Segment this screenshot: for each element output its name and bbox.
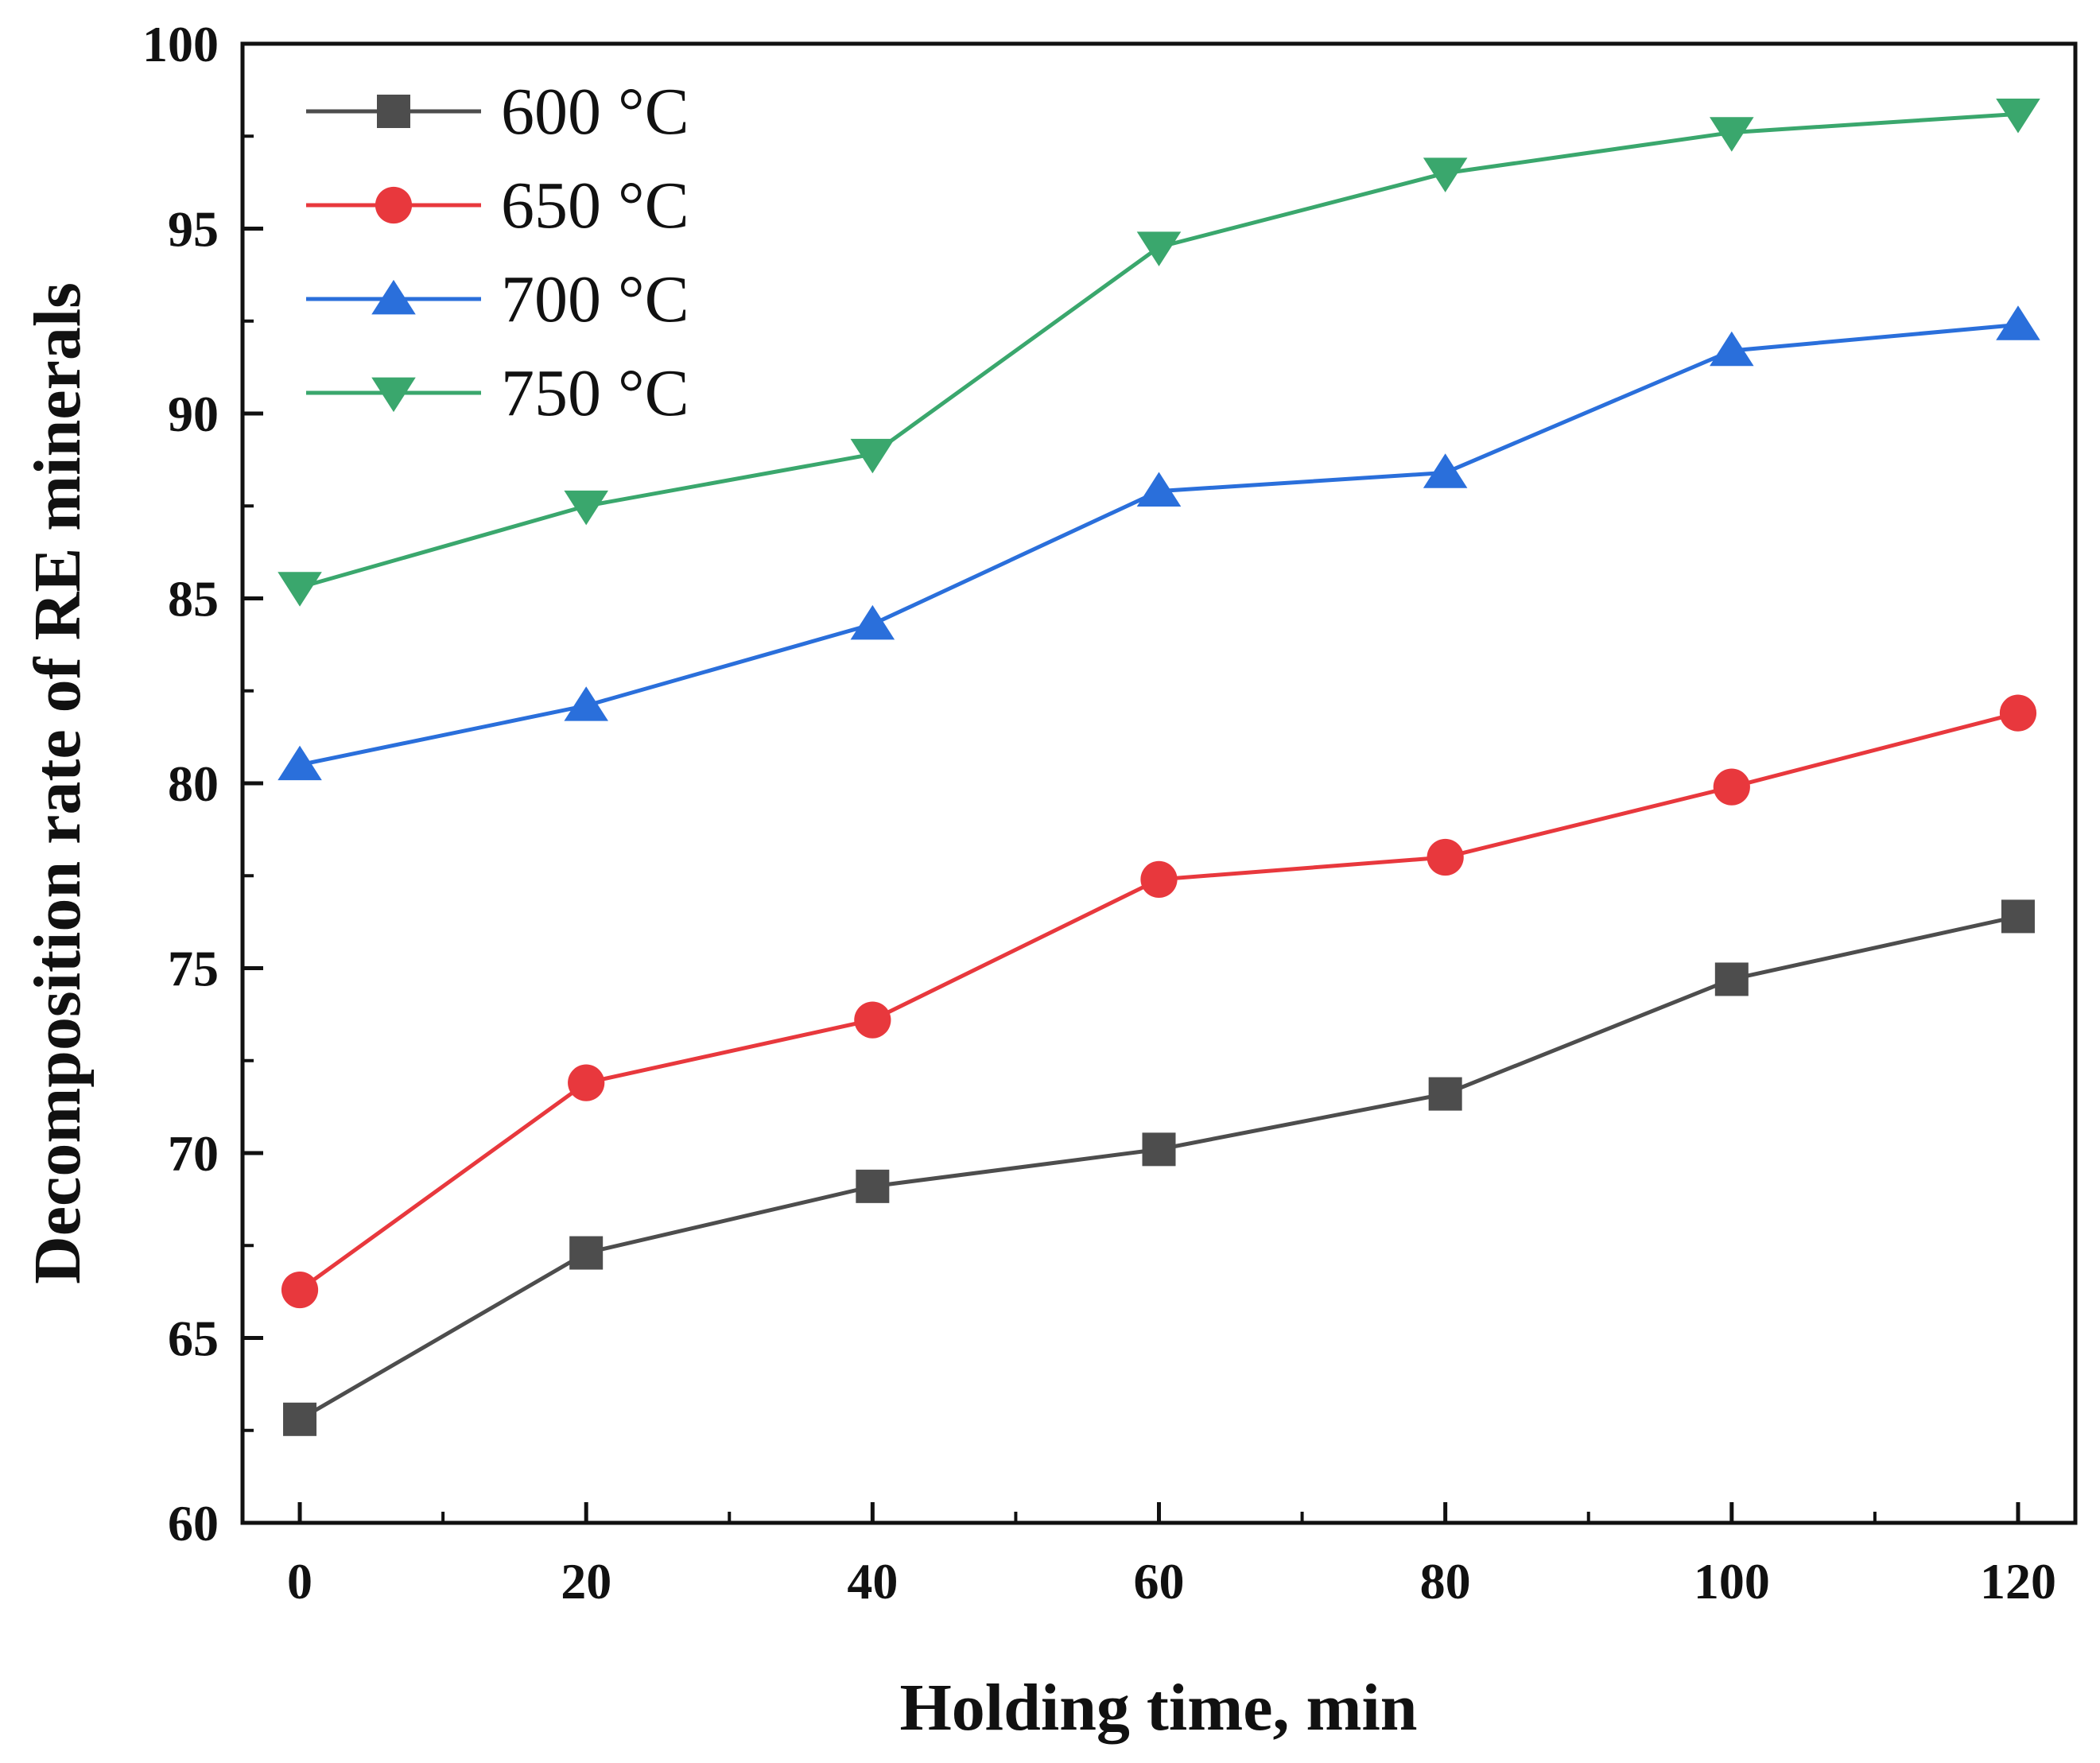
series-700-c	[278, 305, 2040, 781]
legend-marker	[371, 377, 416, 413]
data-point	[281, 1271, 319, 1309]
data-point	[569, 1236, 604, 1270]
series-line	[298, 711, 2019, 1292]
data-point	[564, 490, 608, 526]
data-point	[568, 1064, 605, 1101]
x-axis-title: Holding time, min	[899, 1671, 1417, 1745]
legend-label: 750 °C	[501, 356, 689, 430]
data-point	[854, 1001, 891, 1039]
data-point	[1428, 1077, 1462, 1111]
y-tick-label: 80	[168, 755, 219, 812]
series-600-c	[283, 899, 2035, 1436]
data-point	[283, 1402, 317, 1436]
data-point	[1710, 117, 1754, 152]
x-tick-label: 20	[561, 1553, 611, 1610]
data-point	[1996, 99, 2040, 134]
x-tick-label: 40	[847, 1553, 898, 1610]
data-point	[1136, 231, 1182, 266]
x-tick-label: 100	[1694, 1553, 1770, 1610]
data-point	[1140, 860, 1178, 898]
x-tick-label: 0	[287, 1553, 312, 1610]
series-750-c	[278, 99, 2040, 607]
data-point	[1714, 962, 1749, 996]
y-tick-label: 65	[168, 1311, 219, 1367]
data-point	[1996, 305, 2040, 340]
legend-marker	[377, 95, 410, 128]
data-point	[1423, 157, 1468, 192]
y-tick-label: 95	[168, 201, 219, 258]
y-tick-label: 85	[168, 571, 219, 627]
legend-label: 700 °C	[501, 262, 689, 336]
x-tick-label: 60	[1134, 1553, 1185, 1610]
data-point	[850, 604, 895, 640]
series-650-c	[281, 694, 2037, 1309]
y-tick-label: 90	[168, 386, 219, 442]
legend-label: 650 °C	[501, 169, 689, 243]
data-point	[2001, 899, 2035, 934]
y-tick-label: 70	[168, 1125, 219, 1182]
data-point	[278, 745, 322, 781]
x-tick-label: 120	[1980, 1553, 2056, 1610]
legend-label: 600 °C	[501, 75, 689, 149]
data-point	[1710, 331, 1754, 367]
legend-marker	[371, 279, 416, 315]
legend-marker	[375, 186, 413, 224]
data-point	[1142, 1132, 1176, 1167]
data-point	[1713, 768, 1750, 806]
y-tick-label: 75	[168, 941, 219, 997]
data-point	[1423, 453, 1468, 488]
data-point	[564, 686, 608, 721]
series-line	[298, 914, 2019, 1421]
y-axis-title: Decomposition rate of RE minerals	[21, 282, 95, 1284]
data-point	[856, 1169, 890, 1203]
data-point	[850, 438, 895, 474]
data-point	[1427, 838, 1464, 876]
x-tick-label: 80	[1420, 1553, 1471, 1610]
legend: 600 °C 650 °C 700 °C 750 °C	[306, 75, 689, 430]
data-point	[1999, 694, 2037, 732]
y-tick-label: 100	[142, 16, 219, 72]
data-point	[1136, 472, 1182, 507]
data-point	[278, 572, 322, 607]
y-tick-label: 60	[168, 1495, 219, 1551]
